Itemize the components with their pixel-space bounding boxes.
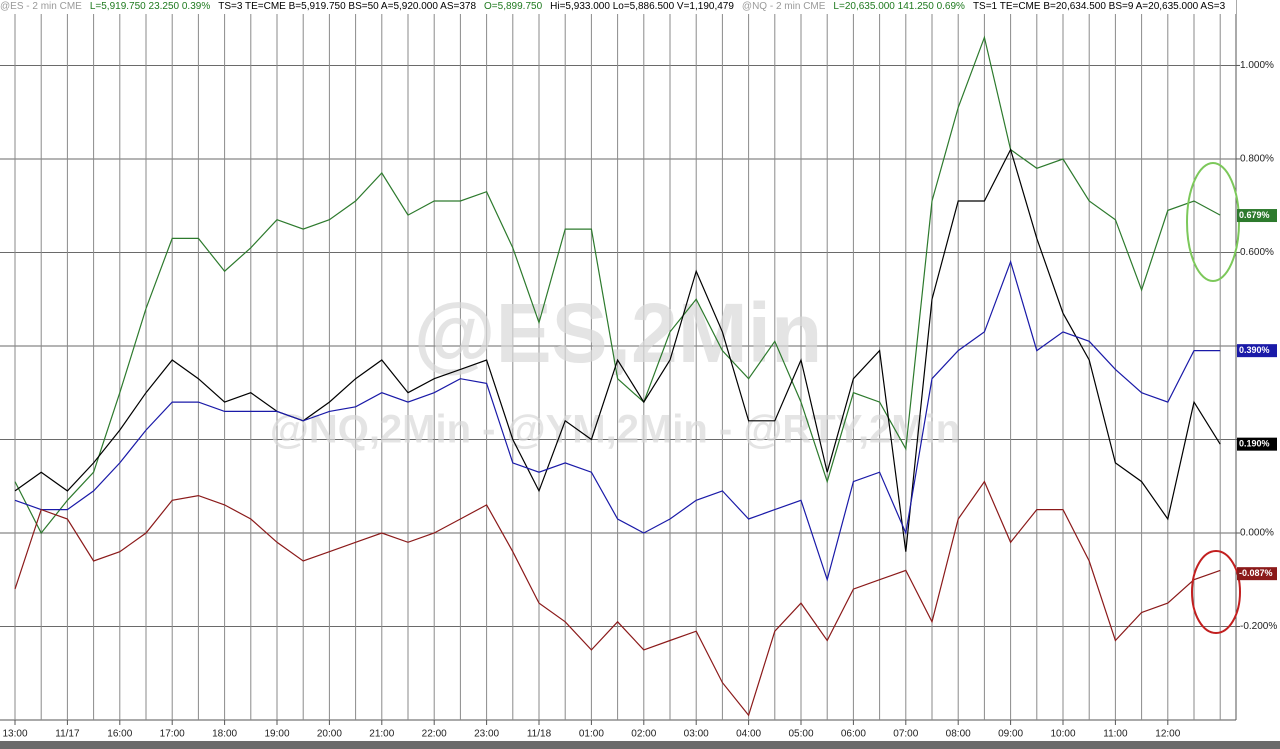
x-tick-label: 22:00: [422, 729, 447, 740]
x-tick-label: 02:00: [631, 729, 656, 740]
y-tick-label: 0.000%: [1240, 528, 1274, 539]
x-tick-label: 11/18: [527, 729, 552, 740]
last-value-label: -0.087%: [1239, 568, 1273, 578]
x-tick-label: 17:00: [160, 729, 185, 740]
x-tick-label: 12:00: [1155, 729, 1180, 740]
header-field: L=5,919.750 23.250 0.39%: [89, 1, 211, 12]
header-field: @NQ - 2 min CME: [741, 1, 826, 12]
x-tick-label: 11/17: [55, 729, 80, 740]
x-tick-label: 16:00: [107, 729, 132, 740]
highlight-circle: [1191, 550, 1241, 634]
last-value-box: [1237, 567, 1277, 581]
watermarks: @ES,2Min @NQ,2Min - @YM,2Min - @RTY,2Min: [270, 286, 960, 451]
x-tick-label: 01:00: [579, 729, 604, 740]
bottom-bar: [0, 741, 1280, 749]
x-tick-label: 10:00: [1050, 729, 1075, 740]
last-value-box: [1237, 437, 1277, 451]
x-tick-label: 13:00: [2, 729, 27, 740]
last-value-label: 0.390%: [1239, 345, 1270, 355]
labels: -0.200% 0.000% 0.600% 0.800% 1.000% 13:00 11/1…: [2, 60, 1277, 740]
x-tick-label: 11:00: [1103, 729, 1128, 740]
lines: [14, 35, 1221, 717]
header-field: Hi=5,933.000 Lo=5,886.500 V=1,190,479: [550, 1, 734, 12]
header-field: @ES - 2 min CME: [0, 1, 82, 12]
header-field: TS=3 TE=CME B=5,919.750 BS=50 A=5,920.00…: [218, 1, 477, 12]
last-value-box: [1237, 344, 1277, 358]
x-tick-label: 20:00: [317, 729, 342, 740]
y-tick-label: 0.600%: [1240, 247, 1274, 258]
x-tick-label: 08:00: [946, 729, 971, 740]
highlight-circle: [1186, 162, 1240, 282]
x-tick-label: 05:00: [788, 729, 813, 740]
last-value-box: [1237, 209, 1277, 223]
last-value-label: 0.679%: [1239, 210, 1270, 220]
last-value-label: 0.190%: [1239, 439, 1270, 449]
x-tick-label: 07:00: [893, 729, 918, 740]
series-line: [14, 35, 1221, 535]
x-tick-label: 09:00: [998, 729, 1023, 740]
header-field: O=5,899.750: [484, 1, 543, 12]
x-tick-label: 06:00: [841, 729, 866, 740]
y-tick-label: 1.000%: [1240, 60, 1274, 71]
series-line: [14, 259, 1221, 582]
x-tick-label: 03:00: [684, 729, 709, 740]
x-tick-label: 19:00: [264, 729, 289, 740]
header-field: L=20,635.000 141.250 0.69%: [833, 1, 965, 12]
header: @ES - 2 min CME L=5,919.750 23.250 0.39% T…: [0, 0, 1236, 14]
x-tick-label: 04:00: [736, 729, 761, 740]
y-tick-label: 0.800%: [1240, 154, 1274, 165]
watermark: @NQ,2Min - @YM,2Min - @RTY,2Min: [270, 408, 960, 452]
x-tick-label: 23:00: [474, 729, 499, 740]
watermark: @ES,2Min: [414, 286, 823, 380]
y-tick-label: -0.200%: [1240, 621, 1277, 632]
header-field: TS=1 TE=CME B=20,634.500 BS=9 A=20,635.0…: [972, 1, 1226, 12]
x-tick-label: 18:00: [212, 729, 237, 740]
series-line: [14, 480, 1221, 717]
series-line: [14, 147, 1221, 552]
x-tick-label: 21:00: [369, 729, 394, 740]
